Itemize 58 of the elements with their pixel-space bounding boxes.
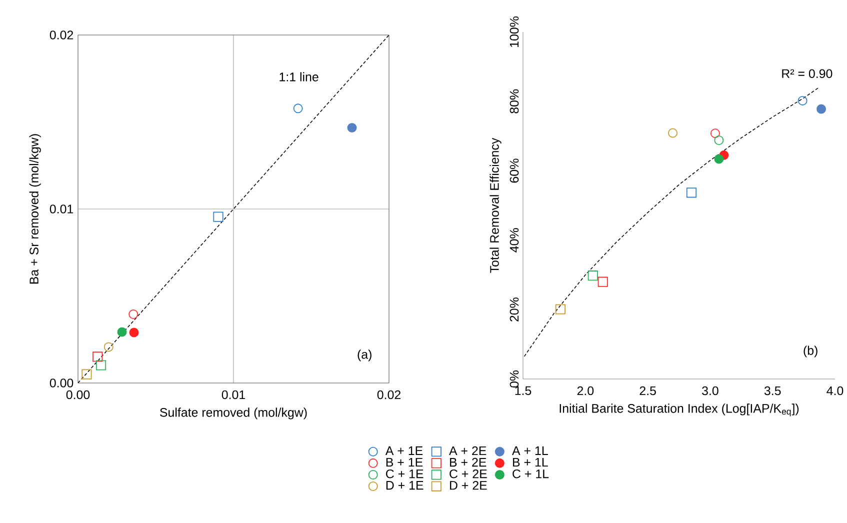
legend-label: D + 2E <box>450 481 487 490</box>
x-tick-label: 2.5 <box>640 386 656 396</box>
y-tick-label: 60% <box>510 158 519 183</box>
annotation: (b) <box>804 346 818 358</box>
legend-label: B + 1E <box>386 458 423 467</box>
legend-label: C + 2E <box>450 469 487 478</box>
legend-label: A + 2E <box>449 446 486 456</box>
y-tick-label: 0.00 <box>50 378 74 388</box>
point <box>82 369 92 380</box>
x-tick-label: 0.01 <box>222 390 246 400</box>
x-tick-label: 0.00 <box>66 390 90 400</box>
point <box>714 154 724 164</box>
point <box>92 352 103 362</box>
x-tick-label: 3.5 <box>764 386 781 396</box>
x-tick-label: 3.0 <box>702 386 718 396</box>
point <box>798 96 808 106</box>
x-tick-label: 4.0 <box>826 386 844 396</box>
point <box>128 310 138 320</box>
legend-label: D + 1E <box>386 481 424 490</box>
point <box>129 328 139 338</box>
annotation: 1:1 line <box>280 72 318 82</box>
point <box>555 304 566 314</box>
point <box>668 128 678 138</box>
legend-label: B + 1L <box>513 458 548 467</box>
point <box>714 136 724 146</box>
x-axis-title: Sulfate removed (mol/kgw) <box>160 408 307 420</box>
legend-label: C + 1L <box>512 469 549 478</box>
point <box>104 342 114 352</box>
point <box>347 122 357 132</box>
y-axis-title: Ba + Sr removed (mol/kgw) <box>29 134 41 284</box>
x-tick-label: 0.02 <box>377 390 400 400</box>
y-tick-label: 20% <box>510 298 519 322</box>
point <box>598 276 608 287</box>
point <box>213 212 224 222</box>
y-tick-label: 0% <box>510 370 519 388</box>
annotation: (a) <box>358 350 372 362</box>
point <box>117 327 127 337</box>
point <box>96 360 106 370</box>
line-series <box>524 87 820 357</box>
x-tick-label: 1.5 <box>515 386 532 396</box>
y-axis-title: Total Removal Efficiency <box>490 138 502 273</box>
legend-label: C + 1E <box>386 469 424 478</box>
point <box>816 104 826 114</box>
point <box>686 188 697 198</box>
legend-label: A + 1E <box>385 446 423 455</box>
x-tick-label: 2.0 <box>577 386 594 396</box>
legend-label: B + 2E <box>450 458 486 467</box>
legend-label: A + 1L <box>512 446 548 455</box>
y-tick-label: 0.02 <box>50 30 74 40</box>
y-tick-label: 80% <box>510 89 519 114</box>
annotation: R² = 0.90 <box>782 69 832 78</box>
point <box>588 270 598 281</box>
point <box>710 128 720 138</box>
y-tick-label: 100% <box>510 16 519 47</box>
y-tick-label: 40% <box>510 228 519 252</box>
point <box>293 104 303 114</box>
x-axis-title: Initial Barite Saturation Index (Log[IAP/K$_{eq}$]) <box>560 404 799 416</box>
y-tick-label: 0.01 <box>50 204 74 214</box>
